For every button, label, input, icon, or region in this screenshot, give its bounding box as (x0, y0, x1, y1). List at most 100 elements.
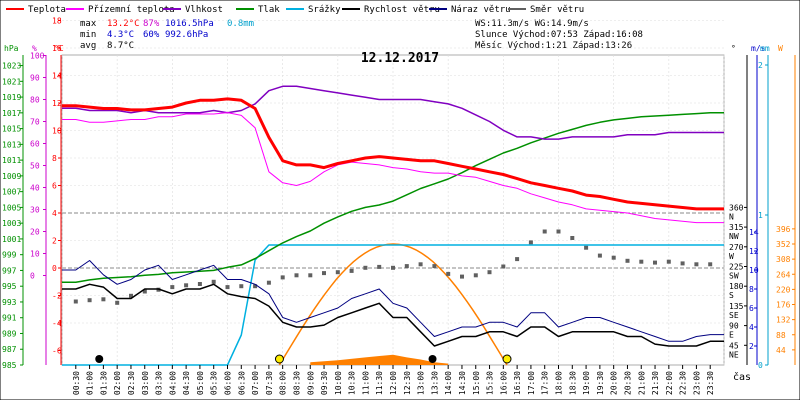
axis-tick-label: 352 (776, 240, 791, 249)
axis-tick-label: 220 (776, 285, 791, 294)
axis-tick-label: 10 (52, 127, 62, 136)
series-line-rychlost-v-tru (62, 283, 724, 347)
wind-direction-point (335, 270, 340, 275)
axis-unit: m/s (751, 44, 766, 53)
x-tick-label: 03:00 (141, 371, 150, 395)
wind-direction-point (666, 259, 671, 264)
axis-tick-label: 8 (52, 154, 57, 163)
x-tick-label: 20:30 (624, 371, 633, 395)
x-axis: 00:30 01:00 01:30 02:00 02:30 03:00 03:30 04:00… (72, 365, 715, 395)
axis-tick-label: 8 (749, 285, 754, 294)
moonrise-marker (95, 355, 104, 363)
stats-row-label: avg (80, 41, 96, 51)
sunrise-marker (274, 354, 284, 364)
axis-tick-label: -2 (52, 292, 62, 301)
wind-direction-point (542, 229, 547, 234)
wind-direction-point (501, 264, 506, 269)
axis-tick-label: 4 (52, 209, 57, 218)
wind-direction-point (432, 264, 437, 269)
legend-label: Teplota (28, 5, 66, 15)
wind-direction-point (142, 289, 147, 294)
x-tick-label: 16:00 (499, 371, 508, 395)
x-tick-label: 04:30 (182, 371, 191, 395)
axis-unit: % (32, 44, 37, 53)
observed-radiation-area (310, 354, 449, 365)
sunset-marker (502, 354, 512, 364)
x-tick-label: 06:30 (237, 371, 246, 395)
axis-dir-label: NW (729, 232, 739, 241)
axis-tick-label: 0 (30, 272, 35, 281)
axis-tick-label: 999 (2, 251, 17, 260)
wind-direction-point (515, 257, 520, 262)
axis-tick-label: 14 (52, 72, 62, 81)
wind-direction-point (570, 236, 575, 240)
axis-tick-label: 0 (52, 264, 57, 273)
axis-tick-label: -4 (52, 319, 62, 328)
wind-direction-point (708, 262, 713, 267)
stats-value: 87% (143, 19, 160, 29)
axis-tick-label: 997 (2, 266, 17, 275)
wind-direction-point (101, 297, 106, 302)
stats-panel: max 13.2°C 87% 1016.5hPa 0.8mm min 4.3°C 60% 992… (80, 19, 254, 51)
x-tick-label: 04:00 (168, 371, 177, 395)
legend-label: Srážky (308, 5, 341, 15)
axis-tick-label: 180 (729, 282, 744, 291)
wind-direction-point (418, 262, 423, 267)
axis-tick-label: 985 (2, 361, 17, 370)
x-tick-label: 22:30 (679, 371, 688, 395)
stats-value: 1016.5hPa (165, 19, 214, 29)
x-tick-label: 01:30 (99, 371, 108, 395)
series-line-n-raz-v-tru (62, 260, 724, 342)
legend-label: Směr větru (530, 5, 584, 15)
wind-direction-point (584, 245, 589, 250)
axis-tick-label: 60 (30, 140, 40, 149)
axis-dir-label: S (729, 291, 734, 300)
axis-tick-label: 16 (52, 44, 62, 53)
stats-value: 992.6hPa (165, 30, 208, 40)
axis-tick-label: 135 (729, 302, 744, 311)
chart-title: 12.12.2017 (361, 51, 439, 66)
axis-tick-label: 176 (776, 301, 791, 310)
x-tick-label: 21:00 (637, 371, 646, 395)
axis-tick-label: 2 (758, 61, 763, 70)
x-tick-label: 12:30 (403, 371, 412, 395)
legend-label: Přízemní teplota (88, 5, 175, 15)
x-tick-label: 16:30 (513, 371, 522, 395)
wind-direction-point (308, 273, 313, 278)
x-tick-label: 08:00 (279, 371, 288, 395)
stats-value: 0.8mm (227, 19, 254, 29)
axis-tick-label: 6 (52, 182, 57, 191)
x-tick-label: 02:30 (127, 371, 136, 395)
axis-tick-label: 993 (2, 298, 17, 307)
x-tick-label: 15:00 (472, 371, 481, 395)
axis-tick-label: 315 (729, 223, 744, 232)
axis-tick-label: 6 (749, 304, 754, 313)
x-tick-label: 00:30 (72, 371, 81, 395)
axis-tick-label: 12 (749, 247, 759, 256)
x-tick-label: 15:30 (486, 371, 495, 395)
x-tick-label: 18:00 (555, 371, 564, 395)
wind-direction-point (115, 300, 120, 305)
axis-tick-label: 45 (729, 341, 739, 350)
wind-direction-point (87, 298, 92, 303)
axis-tick-label: 30 (30, 206, 40, 215)
x-tick-label: 14:30 (458, 371, 467, 395)
legend-label: Tlak (258, 5, 280, 15)
wind-direction-point (680, 261, 685, 266)
x-tick-label: 20:00 (610, 371, 619, 395)
stats-row-label: max (80, 19, 97, 29)
wind-direction-point (404, 264, 409, 269)
axis-tick-label: 396 (776, 225, 791, 234)
wind-direction-point (349, 268, 354, 273)
x-tick-label: 11:30 (375, 371, 384, 395)
axis-tick-label: 1009 (2, 172, 21, 181)
x-tick-label: 10:00 (334, 371, 343, 395)
axis-tick-label: 308 (776, 255, 791, 264)
x-tick-label: 19:00 (582, 371, 591, 395)
wind-direction-point (473, 273, 478, 278)
series-line-teplota (62, 97, 724, 211)
wind-direction-point (170, 285, 175, 290)
wind-direction-point (253, 284, 258, 289)
solar-radiation-curve (278, 243, 508, 366)
axis-tick-label: 1 (758, 211, 763, 220)
